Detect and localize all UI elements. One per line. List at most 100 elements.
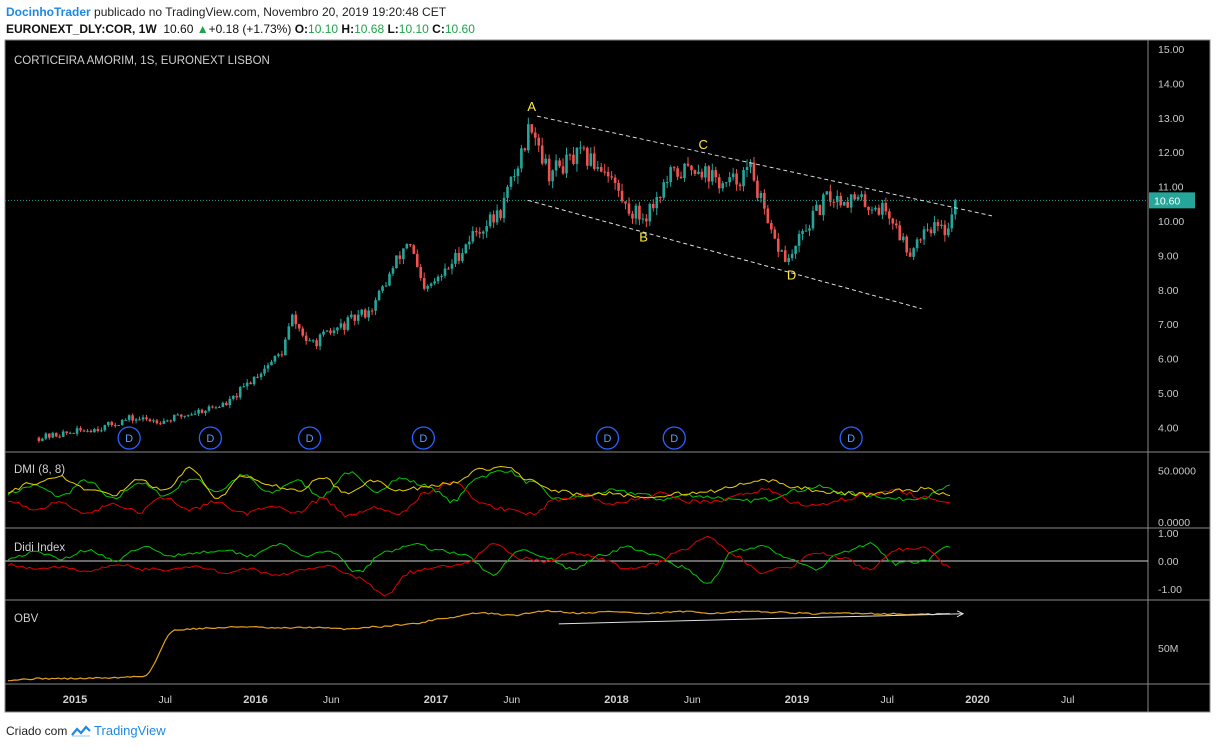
candle-body	[888, 211, 891, 219]
candle-body	[905, 236, 908, 253]
candle-body	[395, 255, 398, 269]
high-label: H:	[341, 22, 355, 36]
candle-body	[794, 245, 797, 254]
candle-body	[141, 417, 145, 420]
candle-body	[919, 239, 922, 241]
dividend-marker[interactable]	[198, 426, 223, 450]
candle-body	[294, 314, 298, 325]
candle-body	[207, 406, 211, 411]
publish-header: DocinhoTrader publicado no TradingView.c…	[6, 5, 446, 19]
channel-line	[527, 199, 922, 310]
candle-body	[353, 314, 357, 321]
candle-body	[665, 181, 669, 183]
tradingview-logo-icon	[70, 725, 91, 737]
candle-body	[506, 186, 509, 198]
candle-body	[912, 248, 915, 257]
wave-label: C	[698, 137, 707, 152]
candle-body	[311, 340, 315, 342]
obv-tick-label: 50M	[1158, 643, 1178, 655]
candle-body	[752, 162, 756, 181]
dividend-marker[interactable]	[411, 426, 436, 450]
didi-line-fast	[7, 542, 951, 584]
candle-body	[804, 230, 808, 232]
dividend-marker[interactable]	[117, 426, 141, 450]
candle-body	[228, 398, 232, 406]
candle-body	[263, 368, 266, 374]
candle-body	[908, 252, 912, 257]
dividend-marker-label: D	[419, 433, 427, 445]
candle-body	[259, 373, 263, 378]
open-label: O:	[294, 22, 309, 36]
price-change: +0.18 (+1.73%)	[208, 22, 292, 36]
dividend-marker[interactable]	[839, 426, 863, 450]
candle-body	[651, 203, 655, 209]
candle-body	[835, 195, 839, 202]
dividend-marker[interactable]	[595, 426, 620, 450]
candle-body	[238, 387, 242, 398]
candle-body	[884, 203, 888, 212]
candle-body	[940, 224, 943, 226]
candle-body	[572, 154, 575, 164]
candle-body	[565, 154, 568, 174]
didi-tick-label: 0.00	[1158, 556, 1179, 568]
candle-body	[672, 167, 676, 169]
candle-body	[37, 437, 41, 441]
candle-body	[127, 415, 131, 420]
candle-body	[242, 386, 245, 388]
candle-body	[409, 244, 412, 246]
wave-label: A	[527, 99, 536, 114]
candle-body	[457, 253, 461, 261]
time-tick-label: Jul	[1061, 694, 1074, 706]
candle-body	[853, 194, 856, 200]
candle-body	[561, 166, 565, 174]
candle-body	[599, 166, 603, 172]
candle-body	[530, 124, 534, 133]
time-tick-label: Jun	[503, 694, 520, 706]
candle-body	[648, 203, 652, 222]
candle-body	[290, 314, 294, 327]
dividend-marker[interactable]	[297, 426, 322, 450]
candle-body	[808, 228, 811, 231]
candle-body	[825, 191, 829, 195]
candle-body	[58, 436, 62, 438]
candle-body	[155, 420, 159, 424]
candle-body	[75, 428, 79, 434]
candle-body	[704, 166, 707, 178]
candle-body	[183, 415, 186, 417]
author-link[interactable]: DocinhoTrader	[6, 5, 91, 19]
candle-body	[738, 184, 742, 187]
candle-body	[412, 245, 416, 254]
candle-body	[582, 147, 586, 149]
candle-body	[336, 327, 339, 331]
candle-body	[936, 222, 940, 226]
candle-body	[870, 209, 874, 211]
candle-body	[679, 176, 683, 179]
candle-body	[370, 310, 374, 312]
candle-body	[159, 423, 162, 425]
candle-body	[547, 158, 551, 182]
candle-body	[658, 197, 662, 199]
candle-body	[402, 248, 405, 260]
candle-body	[537, 137, 541, 146]
candle-body	[145, 417, 148, 420]
candle-body	[113, 425, 117, 427]
candle-body	[231, 395, 235, 399]
footer-brand-link[interactable]: TradingView	[94, 723, 166, 738]
candle-body	[273, 355, 277, 362]
candle-body	[499, 210, 502, 219]
dividend-marker[interactable]	[662, 426, 686, 450]
candle-body	[429, 283, 433, 286]
candle-body	[617, 182, 620, 191]
candle-body	[120, 420, 124, 425]
candle-body	[287, 326, 291, 340]
candle-body	[645, 218, 648, 222]
candle-body	[776, 238, 780, 252]
candle-body	[509, 176, 513, 187]
low-label: L:	[387, 22, 399, 36]
candle-body	[558, 160, 561, 167]
up-arrow-icon: ▲	[196, 22, 209, 36]
candle-body	[495, 210, 499, 223]
candle-body	[440, 275, 443, 277]
symbol-label: EURONEXT_DLY:COR, 1W	[6, 22, 157, 36]
